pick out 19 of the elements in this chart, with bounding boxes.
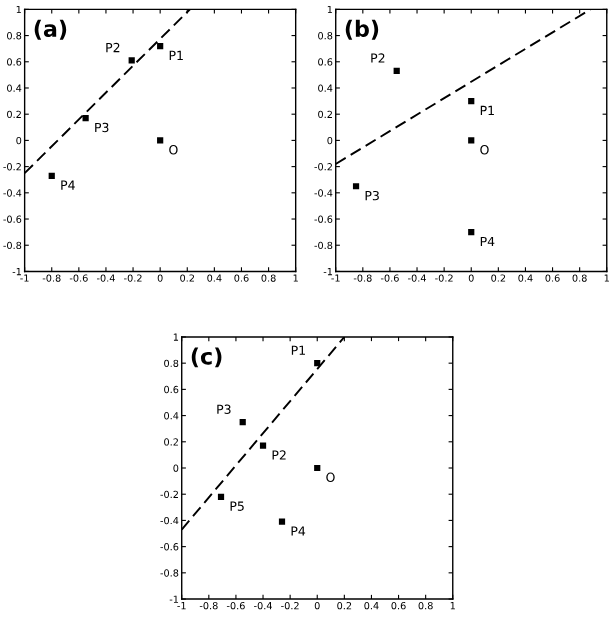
point	[157, 137, 164, 144]
point	[128, 57, 135, 64]
point	[82, 115, 89, 122]
point	[393, 67, 400, 75]
point	[468, 229, 475, 236]
point	[278, 518, 286, 525]
point	[239, 419, 246, 426]
point	[259, 442, 267, 449]
chart-title: (c)	[191, 347, 222, 368]
point	[468, 97, 475, 105]
point	[48, 172, 55, 179]
point	[314, 464, 321, 472]
point	[468, 137, 475, 144]
point	[157, 42, 164, 50]
point	[217, 493, 225, 500]
point	[352, 183, 360, 190]
chart-title: (b)	[345, 19, 379, 40]
point	[314, 360, 321, 367]
chart-title: (a)	[34, 19, 67, 40]
